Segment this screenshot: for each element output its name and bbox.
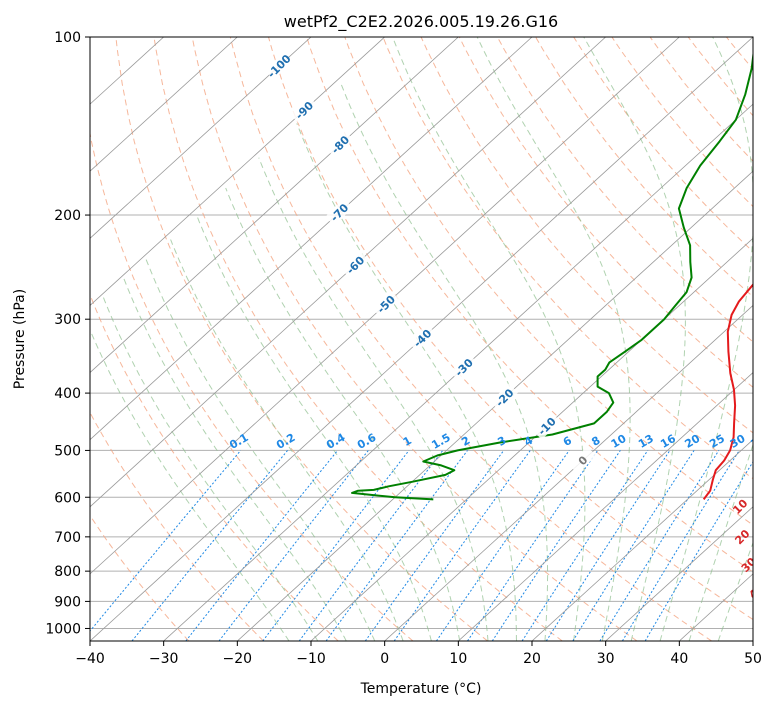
isotherm-label-bg [449,353,478,381]
x-tick-label: 20 [523,651,541,667]
x-tick-label: 40 [670,651,688,667]
x-tick-label: 50 [744,651,762,667]
dry-adiabats [90,37,753,641]
y-tick-label: 700 [54,530,81,546]
mixing-ratio-line [364,450,505,641]
mixing-ratio-line [298,450,444,641]
isotherm-label-bg [408,324,436,352]
isotherm-line [605,506,753,641]
isotherm-label-bg [532,412,561,440]
dry-adiabat [496,37,753,343]
isotherm-line [90,37,312,239]
mixing-ratio-line [599,450,720,641]
dry-adiabat [420,37,753,434]
y-tick-label: 600 [54,490,81,506]
mixing-ratio-line [90,450,242,632]
isotherm-line [90,37,533,441]
y-tick-label: 100 [54,30,81,46]
isotherm-label-bg [326,130,354,159]
isotherm-label-bg [371,290,400,318]
mixing-ratio-line [185,450,338,641]
x-tick-label: −10 [296,651,326,667]
mixing-ratio-line [435,450,570,641]
y-tick-label: 800 [54,564,81,580]
y-tick-label: 1000 [45,621,81,637]
y-tick-label: 500 [54,443,81,459]
isotherm-line [458,372,753,641]
dry-adiabat [306,37,753,573]
x-tick-label: −30 [149,651,179,667]
mixing-ratio-line [491,450,621,641]
dry-adiabat [115,37,488,641]
isotherm-line [90,37,385,306]
dry-adiabat [90,411,264,641]
isotherm-label-bg [264,51,293,80]
x-tick-label: 10 [449,651,467,667]
dewpoint-profile [351,49,753,501]
mixing-ratio-line [325,450,468,641]
y-tick-label: 300 [54,312,81,328]
y-axis-title: Pressure (hPa) [12,289,28,389]
mixing-ratio-line [621,450,740,641]
y-axis: 100 200 300 400 500 600 700 800 900 1000 [45,30,90,637]
moist-adiabat [688,443,753,641]
isotherm-label-bg [490,383,518,412]
moist-adiabat [296,123,517,641]
dry-adiabat-label: 40 [746,581,766,601]
isotherm-label-bg [290,96,318,124]
x-tick-label: −20 [223,651,253,667]
moist-adiabats [90,37,753,641]
moist-adiabat [196,214,432,641]
mixing-ratio-line [467,450,599,641]
isotherm-label-bg [325,198,353,226]
moist-adiabat [717,541,753,641]
mixing-ratio-line [545,450,671,641]
moist-adiabat [583,37,686,641]
mixing-ratio-label: 36 [748,432,768,451]
x-tick-label: −40 [75,651,105,667]
chart-title: wetPf2_C2E2.2026.005.19.26.G16 [284,12,558,32]
mixing-ratio-line [521,450,649,641]
moist-adiabat [102,296,319,641]
y-tick-label: 400 [54,386,81,402]
mixing-ratio-line [572,450,695,641]
isotherm-line [163,103,753,641]
dry-adiabat [90,293,339,641]
temperature-profile [702,283,753,500]
dry-adiabat [90,130,414,641]
mixing-ratio-line [644,460,753,641]
moist-adiabat [659,37,753,641]
isotherm-line [237,170,753,641]
dry-adiabat [382,37,753,480]
isotherm-line [90,37,606,508]
isotherm-line [90,37,238,172]
dry-adiabat [268,37,753,621]
isotherm-label-bg [568,446,597,474]
moist-adiabat [170,239,404,641]
mixing-ratio-line [218,450,369,641]
moist-adiabat [340,83,549,641]
isotherm-label-bg [341,250,369,279]
plot-frame [89,36,754,642]
dry-adiabat [458,37,753,388]
x-axis: −40 −30 −20 −10 0 10 20 30 40 50 [75,641,762,667]
plot-area: 0.10.20.40.611.52346810131620253036-100-… [90,37,768,641]
dry-adiabat [153,37,563,641]
y-tick-label: 900 [54,594,81,610]
isotherm-line [384,304,753,641]
mixing-ratio-line [262,450,410,641]
sounding-profiles [351,49,753,501]
moist-adiabat [392,37,586,641]
dry-adiabat [229,37,712,641]
x-tick-label: 30 [597,651,615,667]
isotherm-line [531,439,753,641]
isotherm-line [90,37,680,575]
x-tick-label: 0 [380,651,389,667]
moist-adiabat [225,187,461,641]
dry-adiabat [535,37,753,298]
y-tick-label: 200 [54,208,81,224]
x-axis-title: Temperature (°C) [360,681,482,697]
moist-adiabat [476,37,631,641]
